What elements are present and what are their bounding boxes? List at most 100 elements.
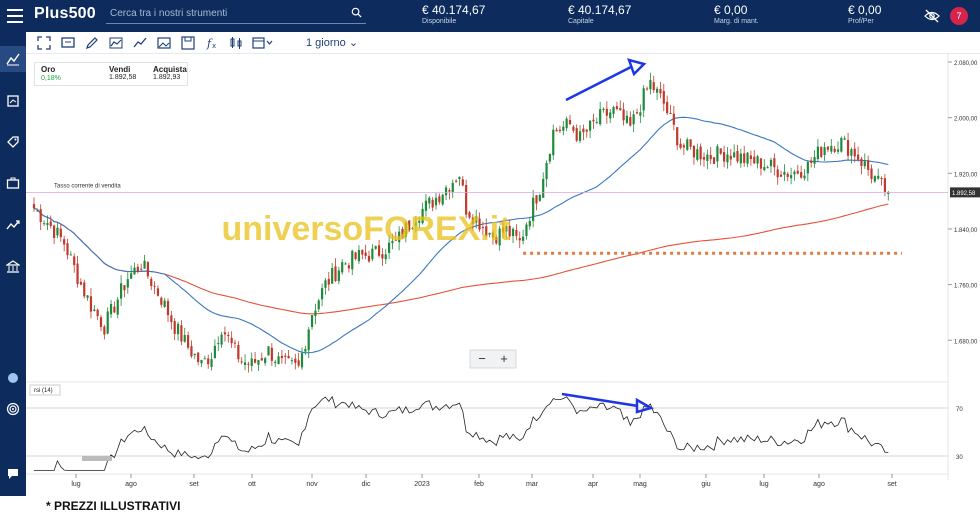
candle-body <box>210 359 213 367</box>
candle-body <box>776 169 779 178</box>
candle-body <box>394 239 397 241</box>
notification-badge[interactable]: 7 <box>950 7 968 25</box>
candle-body <box>743 153 746 163</box>
search-box[interactable] <box>106 4 366 24</box>
candle-body <box>726 154 729 163</box>
trend-tool-icon[interactable] <box>132 35 148 51</box>
candle-body <box>692 145 696 158</box>
candle-body <box>314 310 317 317</box>
candle-body <box>441 194 444 205</box>
y-tick-label: 2.000,00 <box>954 117 978 123</box>
calendar-icon[interactable] <box>252 35 274 51</box>
eye-off-icon[interactable] <box>924 8 940 24</box>
candle-body <box>207 358 210 365</box>
candle-body <box>642 88 645 111</box>
candle-body <box>635 112 639 114</box>
price-chart[interactable]: 2.080,00 2.000,00 1.920,00 1.840,00 1.760,00… <box>26 54 980 496</box>
candle-body <box>334 266 337 282</box>
candle-body <box>213 345 216 359</box>
sell-price-box[interactable]: Vendi 1.892,58 <box>109 65 136 81</box>
candle-body <box>361 249 364 255</box>
zoom-out-button[interactable]: − <box>478 351 486 366</box>
candle-body <box>883 178 886 192</box>
candle-body <box>274 361 277 363</box>
trend-nav-icon[interactable] <box>0 212 26 238</box>
candle-body <box>176 323 180 335</box>
candles-icon[interactable] <box>228 35 244 51</box>
candle-body <box>676 127 679 146</box>
candle-body <box>233 342 237 344</box>
candle-body <box>505 226 508 232</box>
chart-nav-icon[interactable] <box>0 46 26 72</box>
line-chart-icon[interactable] <box>108 35 124 51</box>
candle-body <box>113 306 116 313</box>
candle-body <box>99 317 103 327</box>
bank-nav-icon[interactable] <box>0 254 26 280</box>
candle-body <box>666 101 669 114</box>
screen-icon[interactable] <box>60 35 76 51</box>
candle-body <box>120 283 123 299</box>
candle-body <box>525 224 528 236</box>
candle-body <box>324 280 327 288</box>
candle-body <box>351 250 354 270</box>
candle-body <box>746 152 749 164</box>
candle-body <box>495 237 498 244</box>
candle-body <box>843 138 846 140</box>
candle-body <box>585 129 588 132</box>
candle-body <box>42 223 46 225</box>
portfolio-nav-icon[interactable] <box>0 170 26 196</box>
candle-body <box>515 229 518 236</box>
candle-body <box>880 178 883 180</box>
instrument[interactable]: Oro 0,18% <box>41 65 61 82</box>
candle-body <box>870 168 873 180</box>
save-icon[interactable] <box>180 35 196 51</box>
candle-body <box>478 218 481 230</box>
search-input[interactable] <box>106 8 342 19</box>
candle-body <box>562 126 565 131</box>
candle-body <box>565 118 568 129</box>
theme-icon[interactable] <box>0 365 26 391</box>
candle-body <box>830 146 833 152</box>
menu-icon[interactable] <box>4 4 26 28</box>
chat-icon[interactable] <box>0 461 26 487</box>
x-tick-label: set <box>887 481 896 488</box>
trade-nav-icon[interactable] <box>0 88 26 114</box>
candle-body <box>783 171 786 175</box>
tag-nav-icon[interactable] <box>0 129 26 155</box>
fullscreen-icon[interactable] <box>36 35 52 51</box>
search-icon[interactable] <box>351 7 362 18</box>
candle-body <box>686 139 689 150</box>
draw-icon[interactable] <box>84 35 100 51</box>
candle-body <box>341 262 344 273</box>
candle-body <box>398 231 401 243</box>
candle-body <box>696 149 699 160</box>
candle-body <box>716 146 719 162</box>
candle-body <box>552 129 555 156</box>
target-icon[interactable] <box>0 396 26 422</box>
x-tick-label: ago <box>125 481 137 488</box>
svg-text:x: x <box>212 42 216 50</box>
footnote: * PREZZI ILLUSTRATIVI <box>46 499 181 513</box>
candle-body <box>444 187 448 196</box>
candle-body <box>475 216 478 223</box>
slow-moving-average-line <box>33 203 889 315</box>
rsi-divergence-arrow <box>561 392 639 408</box>
buy-price-box[interactable]: Acquista 1.892,93 <box>153 65 187 81</box>
left-rail <box>0 32 26 496</box>
timeframe-label: 1 giorno <box>306 37 346 49</box>
candle-body <box>163 300 166 307</box>
candle-body <box>270 347 273 361</box>
candle-body <box>69 254 72 256</box>
candle-body <box>689 139 692 147</box>
candle-body <box>723 152 726 162</box>
timeframe-dropdown[interactable]: 1 giorno ⌄ <box>306 36 358 49</box>
candle-body <box>140 268 143 270</box>
zoom-in-button[interactable]: + <box>500 351 508 366</box>
candle-body <box>284 355 287 357</box>
candle-body <box>223 332 227 335</box>
candle-body <box>39 209 42 222</box>
fast-moving-average-line <box>33 116 889 354</box>
image-icon[interactable] <box>156 35 172 51</box>
